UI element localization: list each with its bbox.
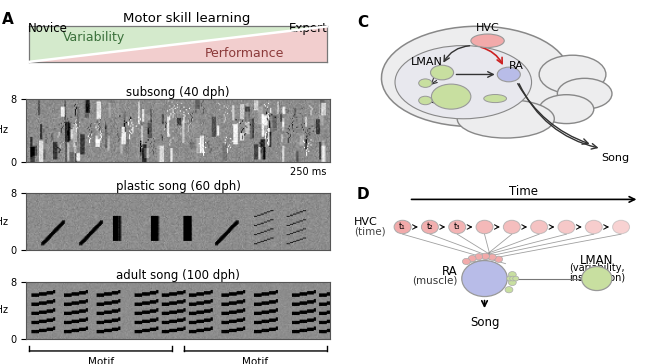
Text: LMAN: LMAN	[580, 254, 613, 267]
Text: (variability,: (variability,	[569, 263, 624, 273]
Text: Variability: Variability	[63, 31, 125, 44]
Circle shape	[394, 220, 411, 234]
Circle shape	[432, 84, 471, 109]
Circle shape	[530, 220, 547, 234]
Circle shape	[509, 279, 517, 285]
Circle shape	[421, 220, 438, 234]
Text: RA: RA	[509, 61, 524, 71]
Text: Performance: Performance	[205, 47, 284, 60]
Polygon shape	[30, 27, 327, 62]
Text: 250 ms: 250 ms	[290, 167, 327, 177]
Ellipse shape	[539, 55, 606, 94]
Polygon shape	[30, 27, 327, 62]
Text: Song: Song	[601, 154, 629, 163]
Ellipse shape	[484, 95, 507, 103]
Text: LMAN: LMAN	[411, 57, 443, 67]
Text: Novice: Novice	[28, 22, 68, 35]
Ellipse shape	[382, 26, 569, 127]
Circle shape	[585, 220, 602, 234]
Text: A: A	[2, 12, 14, 27]
Text: Motor skill learning: Motor skill learning	[124, 12, 251, 25]
Circle shape	[488, 254, 496, 260]
Text: Motif: Motif	[242, 357, 268, 364]
Title: subsong (40 dph): subsong (40 dph)	[126, 86, 230, 99]
Ellipse shape	[557, 78, 612, 109]
Text: (muscle): (muscle)	[412, 276, 457, 286]
Y-axis label: kHz: kHz	[0, 305, 9, 315]
Text: (time): (time)	[354, 227, 386, 237]
Text: Expert: Expert	[290, 22, 328, 35]
Circle shape	[430, 65, 453, 80]
Circle shape	[462, 261, 507, 297]
Y-axis label: kHz: kHz	[0, 217, 9, 227]
Text: t₂: t₂	[426, 222, 433, 232]
Text: D: D	[357, 187, 370, 202]
Circle shape	[418, 79, 432, 87]
Circle shape	[476, 220, 493, 234]
Circle shape	[513, 276, 519, 281]
Circle shape	[449, 220, 466, 234]
Text: t₃: t₃	[454, 222, 461, 232]
Text: instruction): instruction)	[569, 272, 625, 282]
Circle shape	[582, 266, 612, 290]
Circle shape	[509, 272, 517, 278]
Title: plastic song (60 dph): plastic song (60 dph)	[116, 181, 240, 194]
Text: Motif: Motif	[88, 357, 114, 364]
Title: adult song (100 dph): adult song (100 dph)	[116, 269, 240, 282]
Circle shape	[613, 220, 630, 234]
Text: Time: Time	[509, 185, 538, 198]
Circle shape	[418, 96, 432, 105]
Circle shape	[510, 276, 516, 281]
Text: RA: RA	[442, 265, 457, 278]
Text: t₁: t₁	[399, 222, 406, 232]
Circle shape	[497, 67, 520, 82]
Text: Song: Song	[470, 316, 499, 329]
Ellipse shape	[395, 46, 532, 119]
Circle shape	[558, 220, 575, 234]
Text: HVC: HVC	[476, 23, 499, 33]
Text: C: C	[357, 15, 368, 30]
Circle shape	[507, 276, 513, 281]
Ellipse shape	[471, 34, 504, 48]
Y-axis label: kHz: kHz	[0, 126, 9, 135]
Circle shape	[503, 220, 520, 234]
Circle shape	[495, 256, 503, 262]
Circle shape	[474, 254, 482, 260]
Ellipse shape	[539, 95, 594, 124]
Text: HVC: HVC	[354, 217, 378, 227]
Circle shape	[468, 256, 476, 262]
Circle shape	[482, 253, 490, 260]
Circle shape	[463, 258, 470, 265]
Ellipse shape	[457, 99, 554, 138]
Circle shape	[505, 286, 513, 293]
